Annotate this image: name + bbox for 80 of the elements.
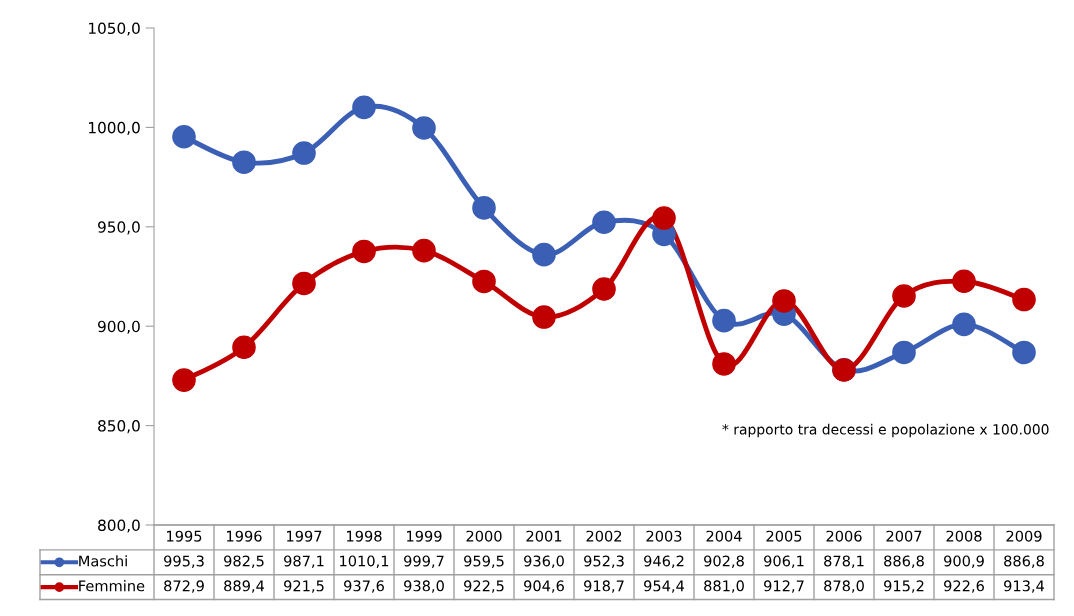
point <box>592 277 616 301</box>
x-tick-label: 2002 <box>586 530 622 542</box>
data-label: 889,4 <box>224 580 265 593</box>
data-label: 1010,1 <box>340 555 389 568</box>
data-label: 918,7 <box>584 580 624 593</box>
point <box>412 116 436 140</box>
data-label: 922,6 <box>944 580 984 593</box>
point <box>352 95 376 120</box>
data-label: 900,9 <box>944 555 984 568</box>
x-tick-label: 2006 <box>826 530 862 542</box>
data-label: 915,2 <box>884 580 924 593</box>
x-tick-label: 2004 <box>706 530 742 542</box>
point <box>712 308 736 333</box>
x-tick-label: 1999 <box>407 530 442 542</box>
data-label: 982,5 <box>224 555 264 568</box>
point <box>772 289 796 313</box>
data-label: 959,5 <box>464 555 504 568</box>
point <box>412 238 436 263</box>
data-label: 904,6 <box>524 580 564 593</box>
point <box>292 271 316 296</box>
legend-label: Femmine <box>79 580 145 592</box>
x-tick-label: 2000 <box>466 530 502 542</box>
y-tick-label: 900,0 <box>98 320 140 334</box>
x-tick-label: 2003 <box>646 530 682 542</box>
data-label: 954,4 <box>644 580 685 593</box>
data-label: 912,7 <box>764 580 804 593</box>
data-label: 952,3 <box>584 555 624 568</box>
annotation: * rapporto tra decessi e popolazione x 100.000 <box>722 423 1049 438</box>
point <box>532 242 556 267</box>
data-label: 936,0 <box>524 555 564 568</box>
data-label: 995,3 <box>164 555 204 568</box>
point <box>532 305 556 329</box>
data-label: 878,1 <box>824 555 864 568</box>
y-tick-label: 950,0 <box>98 221 140 235</box>
point <box>472 269 496 294</box>
data-label: 946,2 <box>644 555 684 568</box>
data-label: 886,8 <box>1004 555 1044 568</box>
x-tick-label: 2008 <box>946 530 982 542</box>
point <box>892 340 916 365</box>
y-tick-label: 800,0 <box>98 519 140 533</box>
point <box>292 141 316 165</box>
x-tick-label: 2001 <box>526 530 562 542</box>
point <box>652 206 676 230</box>
point <box>712 352 736 376</box>
data-label: 902,8 <box>704 555 744 568</box>
data-label: 872,9 <box>164 580 204 593</box>
point <box>592 210 616 235</box>
point <box>352 239 376 264</box>
point <box>1012 287 1036 312</box>
data-label: 878,0 <box>824 580 864 593</box>
data-label: 921,5 <box>284 580 324 593</box>
x-tick-label: 1996 <box>227 530 262 542</box>
y-tick-label: 850,0 <box>98 420 140 434</box>
data-label: 999,7 <box>404 555 444 568</box>
y-tick-label: 1000,0 <box>89 121 140 135</box>
legend-label: Maschi <box>79 555 127 567</box>
data-label: 937,6 <box>344 580 384 593</box>
point <box>892 284 916 308</box>
data-label: 938,0 <box>404 580 444 593</box>
data-label: 886,8 <box>884 555 924 568</box>
x-tick-label: 2005 <box>766 530 802 542</box>
data-label: 913,4 <box>1004 580 1045 593</box>
point <box>172 124 196 149</box>
point <box>952 269 976 294</box>
y-tick-label: 1050,0 <box>89 22 140 36</box>
x-tick-label: 2007 <box>886 530 922 542</box>
point <box>232 335 256 360</box>
data-label: 987,1 <box>284 555 324 568</box>
data-label: 881,0 <box>704 580 744 593</box>
x-tick-label: 1995 <box>167 530 202 542</box>
x-tick-label: 2009 <box>1006 530 1042 542</box>
point <box>952 312 976 337</box>
point <box>232 150 256 174</box>
data-label: 906,1 <box>764 555 804 568</box>
point <box>472 196 496 220</box>
data-label: 922,5 <box>464 580 504 593</box>
x-tick-label: 1997 <box>287 530 322 542</box>
point <box>172 368 196 392</box>
point <box>1012 340 1036 365</box>
x-tick-label: 1998 <box>347 530 382 542</box>
